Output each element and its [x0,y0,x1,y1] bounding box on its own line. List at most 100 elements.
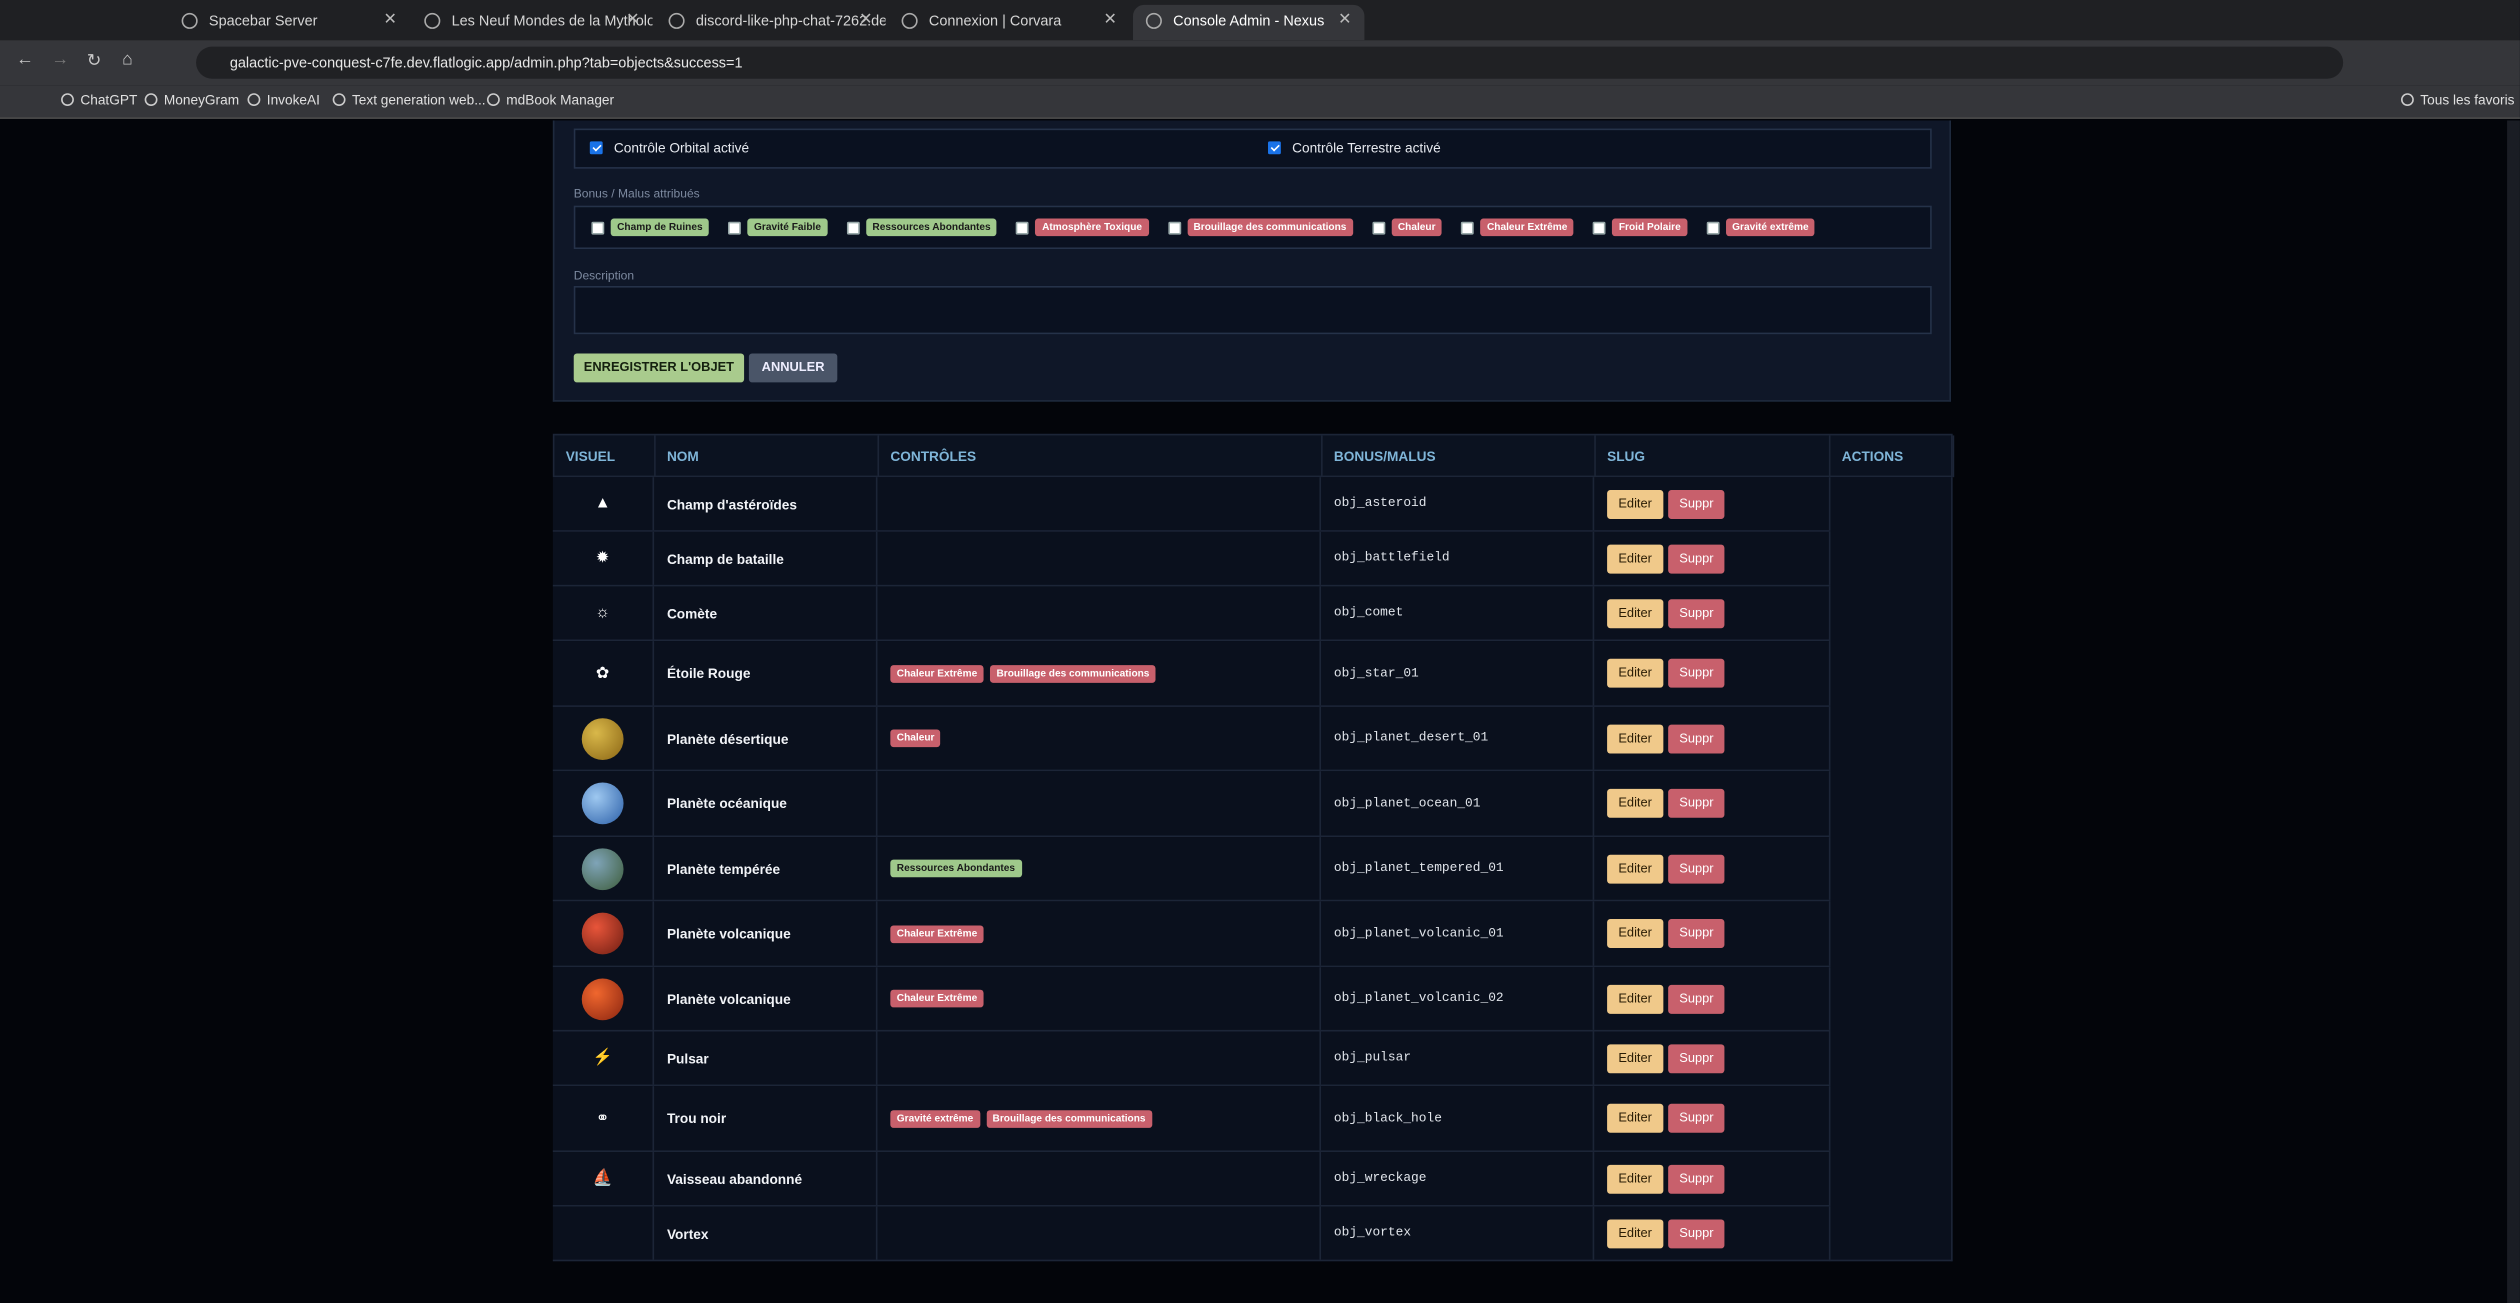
back-button[interactable]: ← [16,49,34,70]
bookmark[interactable]: mdBook Manager [486,90,614,109]
table-header: VISUEL NOM CONTRÔLES BONUS/MALUS SLUG ACTIONS [552,433,1955,478]
edit-button[interactable]: Editer [1607,1218,1664,1248]
delete-button[interactable]: Suppr [1668,853,1725,883]
edit-button[interactable]: Editer [1607,489,1664,519]
slug: obj_planet_desert_01 [1333,731,1489,746]
bookmark[interactable]: Text generation web... [332,90,486,109]
bonus-tag: Atmosphère Toxique [1035,218,1149,237]
visual-cell: ⚭ [553,1086,655,1151]
bookmark[interactable]: MoneyGram [144,90,239,109]
home-button[interactable]: ⌂ [122,49,133,70]
edit-button[interactable]: Editer [1607,658,1664,688]
checkbox[interactable] [1706,220,1720,234]
actions-cell: Editer Suppr [1594,1206,1831,1260]
edit-button[interactable]: Editer [1607,919,1664,948]
checkbox[interactable] [1372,220,1386,234]
object-name: Vaisseau abandonné [666,1170,803,1187]
delete-button[interactable]: Suppr [1668,1103,1725,1133]
edit-button[interactable]: Editer [1607,788,1664,818]
address-bar[interactable]: galactic-pve-conquest-c7fe.dev.flatlogic… [196,46,2344,79]
browser-tab[interactable]: Spacebar Server ✕ [169,5,410,40]
delete-button[interactable]: Suppr [1668,1164,1725,1193]
browser-tab[interactable]: discord-like-php-chat-7262.dev ✕ [656,5,886,40]
cancel-button[interactable]: ANNULER [748,353,838,383]
reload-button[interactable]: ↻ [86,51,102,71]
scrollbar[interactable] [2507,120,2520,1303]
tab-title: Les Neuf Mondes de la Mytholo [451,12,653,29]
tab-close[interactable]: ✕ [859,11,873,29]
tags-cell: Chaleur Extrême Brouillage des communicat… [877,641,1322,706]
checkbox[interactable] [591,220,605,234]
object-form: Bonus / Malus attribués Champ de Ruines G… [552,120,1952,402]
slug: obj_asteroid [1333,496,1427,511]
checkbox[interactable] [1268,141,1281,155]
object-name: Trou noir [666,1110,727,1127]
checkbox[interactable] [728,220,742,234]
slug: obj_planet_tempered_01 [1333,861,1504,876]
table-row: ☼ Comète obj_comet Editer Suppr [552,586,1831,642]
bonus-tag: Brouillage des communications [1187,218,1353,237]
tab-close[interactable]: ✕ [1103,11,1117,29]
name-cell: Trou noir [654,1086,878,1151]
edit-button[interactable]: Editer [1607,1103,1664,1133]
checkbox[interactable] [846,220,860,234]
delete-button[interactable]: Suppr [1668,919,1725,948]
slug-cell: obj_planet_ocean_01 [1321,771,1595,836]
delete-button[interactable]: Suppr [1668,658,1725,688]
name-cell: Vaisseau abandonné [654,1152,878,1206]
edit-button[interactable]: Editer [1607,598,1664,628]
delete-button[interactable]: Suppr [1668,489,1725,519]
edit-button[interactable]: Editer [1607,723,1664,753]
forward-button[interactable]: → [51,49,70,70]
tab-close[interactable]: ✕ [626,11,640,29]
checkbox[interactable] [589,141,603,155]
delete-button[interactable]: Suppr [1668,984,1725,1014]
slug-cell: obj_black_hole [1321,1086,1595,1151]
edit-button[interactable]: Editer [1607,543,1664,573]
bookmark[interactable]: ChatGPT [61,90,137,109]
edit-button[interactable]: Editer [1607,1164,1664,1193]
checkbox[interactable] [1461,220,1475,234]
edit-button[interactable]: Editer [1607,853,1664,883]
row-tag: Chaleur Extrême [890,924,984,943]
bookmark[interactable]: InvokeAI [247,90,320,109]
checkbox[interactable] [1167,220,1181,234]
delete-button[interactable]: Suppr [1668,788,1725,818]
delete-button[interactable]: Suppr [1668,1218,1725,1248]
all-bookmarks[interactable]: Tous les favoris [2401,90,2514,109]
bonus-tag: Chaleur [1391,218,1442,237]
delete-button[interactable]: Suppr [1668,543,1725,573]
actions-column [1828,477,1953,1262]
checkbox[interactable] [1593,220,1606,234]
visual-cell: ▲ [553,477,655,531]
row-tag: Brouillage des communications [986,1109,1152,1128]
delete-button[interactable]: Suppr [1668,1043,1725,1073]
edit-button[interactable]: Editer [1607,984,1664,1014]
bonus-tag: Chaleur Extrême [1480,218,1574,237]
object-name: Planète tempérée [666,860,781,877]
checkbox[interactable] [1016,220,1030,234]
delete-button[interactable]: Suppr [1668,723,1725,753]
object-name: Vortex [666,1225,709,1242]
name-cell: Pulsar [654,1031,878,1085]
planet-image [581,847,624,890]
name-cell: Planète désertique [654,706,878,770]
tab-close[interactable]: ✕ [383,11,397,29]
browser-tab[interactable]: Console Admin - Nexus ✕ [1133,4,1365,41]
tab-favicon [668,12,685,29]
object-icon: ⚭ [595,1109,610,1128]
actions-cell: Editer Suppr [1594,586,1831,640]
slug: obj_planet_ocean_01 [1333,796,1481,811]
tab-title: discord-like-php-chat-7262.dev [695,12,886,29]
save-button[interactable]: ENREGISTRER L'OBJET [573,353,745,383]
name-cell: Champ d'astéroïdes [654,477,878,531]
actions-cell: Editer Suppr [1594,1086,1831,1151]
name-cell: Étoile Rouge [654,641,878,706]
edit-button[interactable]: Editer [1607,1043,1664,1073]
tab-close[interactable]: ✕ [1338,11,1352,29]
description-input[interactable] [573,285,1932,335]
name-cell: Vortex [654,1206,878,1260]
browser-tab[interactable]: Connexion | Corvara ✕ [889,5,1130,40]
delete-button[interactable]: Suppr [1668,598,1725,628]
browser-tab[interactable]: Les Neuf Mondes de la Mytholo ✕ [411,5,652,40]
